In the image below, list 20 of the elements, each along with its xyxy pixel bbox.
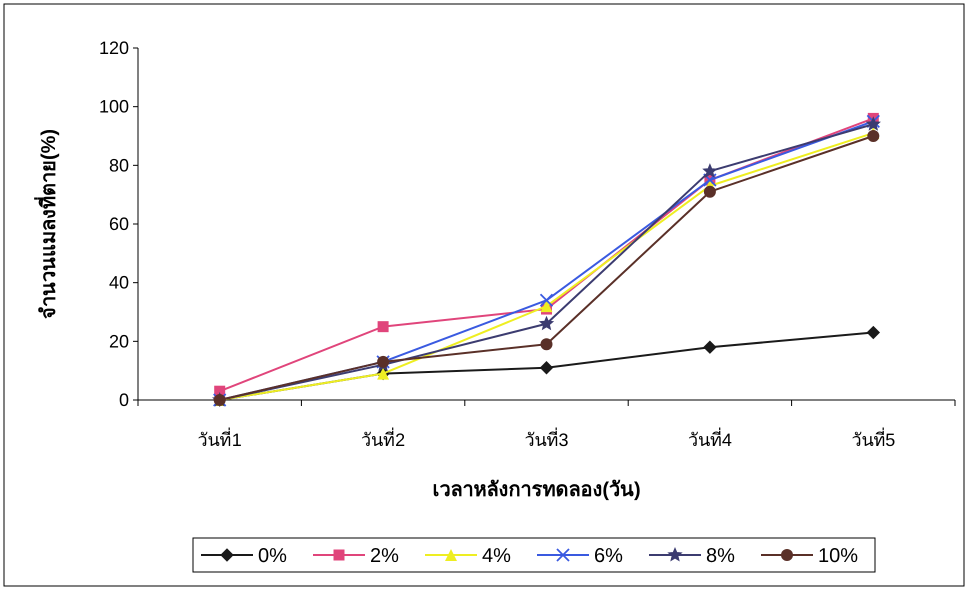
legend-label: 2%	[370, 545, 400, 567]
y-tick-label: 0	[118, 390, 129, 410]
legend-label: 4%	[482, 545, 512, 567]
x-tick-label: วันที่4	[688, 427, 732, 450]
y-tick-label: 40	[108, 272, 129, 293]
x-axis-title: เวลาหลังการทดลอง(วัน)	[432, 479, 641, 501]
legend-label: 10%	[818, 545, 858, 567]
legend-label: 0%	[258, 545, 288, 567]
x-tick-label: วันที่1	[198, 427, 242, 450]
x-tick-label: วันที่3	[524, 427, 569, 450]
x-tick-label: วันที่2	[361, 427, 406, 450]
x-tick-label: วันที่5	[851, 427, 896, 450]
y-tick-label: 100	[98, 96, 129, 117]
y-tick-label: 20	[108, 331, 129, 352]
legend-label: 6%	[594, 545, 624, 567]
y-tick-label: 60	[108, 214, 129, 234]
y-axis-title: จำนวนแมลงที่ตาย(%)	[33, 128, 60, 320]
y-tick-label: 120	[98, 38, 129, 58]
legend-label: 8%	[706, 545, 736, 567]
y-tick-label: 80	[108, 155, 129, 176]
